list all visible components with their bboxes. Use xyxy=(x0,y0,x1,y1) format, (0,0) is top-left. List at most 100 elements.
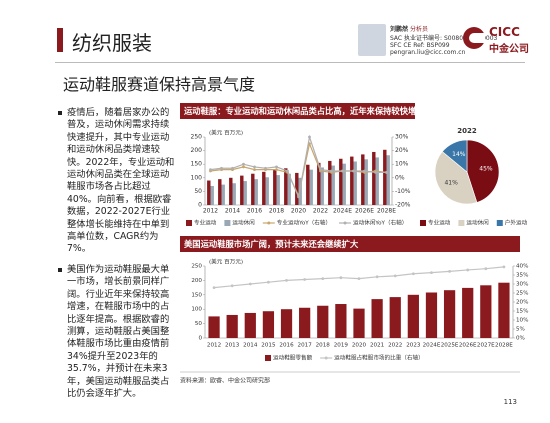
x-tick-label: 2012 xyxy=(203,208,218,215)
bar xyxy=(229,177,233,205)
line-marker xyxy=(264,166,267,170)
line-marker xyxy=(275,165,278,169)
bullet: 疫情后，随着居家办公的普及，运动休闲需求持续快速提升，其中专业运动和运动休闲品类… xyxy=(58,107,176,256)
analyst-name: 刘鹏然 xyxy=(390,26,409,33)
pie-label: 45% xyxy=(479,165,493,172)
axis-unit: (美元 百万元) xyxy=(209,258,243,266)
legend-label: 户外运动 xyxy=(505,219,528,227)
page-number: 113 xyxy=(504,398,517,406)
y2-tick-label: 15% xyxy=(516,309,528,315)
bar xyxy=(317,305,329,338)
legend-label: 运动鞋服占鞋服市场的比重（右轴） xyxy=(334,354,424,362)
line-marker xyxy=(308,135,311,139)
y-tick-label: 150 xyxy=(191,292,202,298)
y-tick-label: 200 xyxy=(191,147,203,154)
legend-label: 运动休闲 xyxy=(466,219,489,227)
line-marker xyxy=(209,168,212,172)
bar xyxy=(335,304,347,338)
legend-label: 专业运动 xyxy=(428,219,451,227)
legend-swatch xyxy=(458,220,465,226)
bar xyxy=(284,168,288,205)
line-marker xyxy=(448,270,451,273)
analyst-role: 分析员 xyxy=(409,26,428,33)
bar xyxy=(232,183,236,205)
bar xyxy=(498,282,510,338)
y2-tick-label: 0% xyxy=(516,336,525,342)
bar xyxy=(364,159,368,205)
bar xyxy=(342,163,346,205)
logo-mark xyxy=(463,27,485,49)
bar xyxy=(207,180,211,205)
x-tick-label: 2020 xyxy=(291,208,306,215)
bullet: 美国作为运动鞋服最大单一市场，增长前景同样广阔。行业近年来保持较高增速，在鞋服市… xyxy=(58,264,176,400)
axis-unit: (美元 百万元) xyxy=(209,129,243,137)
pie-slice xyxy=(434,151,478,205)
line-marker xyxy=(242,165,245,169)
line-marker xyxy=(220,166,223,170)
bar xyxy=(383,149,387,205)
legend-label: 专业运动YoY（右轴） xyxy=(277,219,331,227)
analyst-photo xyxy=(358,24,386,56)
bar xyxy=(361,154,365,205)
analyst-line: SAC 执业证书编号: S0080520080003 xyxy=(390,35,498,42)
bar xyxy=(389,297,401,338)
x-tick-label: 2025E xyxy=(441,343,459,349)
section-title: 纺织服装 xyxy=(72,31,152,55)
legend-swatch xyxy=(420,220,426,226)
line-marker xyxy=(253,168,256,172)
x-tick-label: 2028E xyxy=(495,343,513,349)
bar xyxy=(372,151,376,205)
line-marker xyxy=(319,168,322,172)
bar xyxy=(309,169,313,205)
x-tick-label: 2022 xyxy=(388,343,402,349)
y-tick-label: 0 xyxy=(198,202,202,209)
bullet-list: 疫情后，随着居家办公的普及，运动休闲需求持续快速提升，其中专业运动和运动休闲品类… xyxy=(58,107,176,408)
line-marker xyxy=(275,168,278,172)
bar xyxy=(240,175,244,205)
bar xyxy=(407,294,419,338)
line-marker xyxy=(242,162,245,166)
x-tick-label: 2024E xyxy=(333,208,352,215)
y2-tick-label: 10% xyxy=(395,161,409,168)
legend-swatch xyxy=(324,356,328,360)
bar xyxy=(306,164,310,205)
logo-en: CICC xyxy=(489,25,520,39)
x-tick-label: 2026E xyxy=(355,208,374,215)
bar xyxy=(226,314,238,338)
bar xyxy=(317,162,321,205)
x-tick-label: 2016 xyxy=(279,343,294,349)
bar xyxy=(276,175,280,205)
legend-swatch xyxy=(186,220,192,226)
line-marker xyxy=(363,169,366,173)
line-marker xyxy=(231,166,234,170)
pie-slice xyxy=(466,139,500,203)
bar xyxy=(262,311,275,338)
y-tick-label: 250 xyxy=(191,264,202,270)
x-tick-label: 2019 xyxy=(334,343,349,349)
bar xyxy=(262,171,266,205)
line-marker xyxy=(466,268,470,272)
x-tick-label: 2022 xyxy=(313,208,328,215)
section-bar xyxy=(57,28,63,52)
y2-tick-label: 5% xyxy=(516,327,525,333)
y2-tick-label: -10% xyxy=(395,188,411,195)
line-marker xyxy=(502,265,506,269)
x-tick-label: 2018 xyxy=(316,343,331,349)
x-tick-label: 2017 xyxy=(298,343,313,349)
y2-tick-label: 30% xyxy=(395,134,409,141)
chart-header-bg xyxy=(180,103,415,119)
analyst-line: pengran.liu@cicc.com.cn xyxy=(390,49,466,56)
y-tick-label: 150 xyxy=(191,161,203,168)
line-marker xyxy=(341,169,344,173)
line-marker xyxy=(212,286,216,289)
x-tick-label: 2013 xyxy=(225,343,240,349)
line-marker xyxy=(321,277,325,280)
x-tick-label: 2023 xyxy=(406,343,421,349)
y2-tick-label: 25% xyxy=(516,291,528,297)
line-marker xyxy=(411,272,415,276)
bar xyxy=(443,290,456,338)
line-marker xyxy=(385,170,388,174)
chart-title: 美国运动鞋服市场广阔，预计未来还会继续扩大 xyxy=(184,239,359,249)
bar xyxy=(375,157,379,205)
